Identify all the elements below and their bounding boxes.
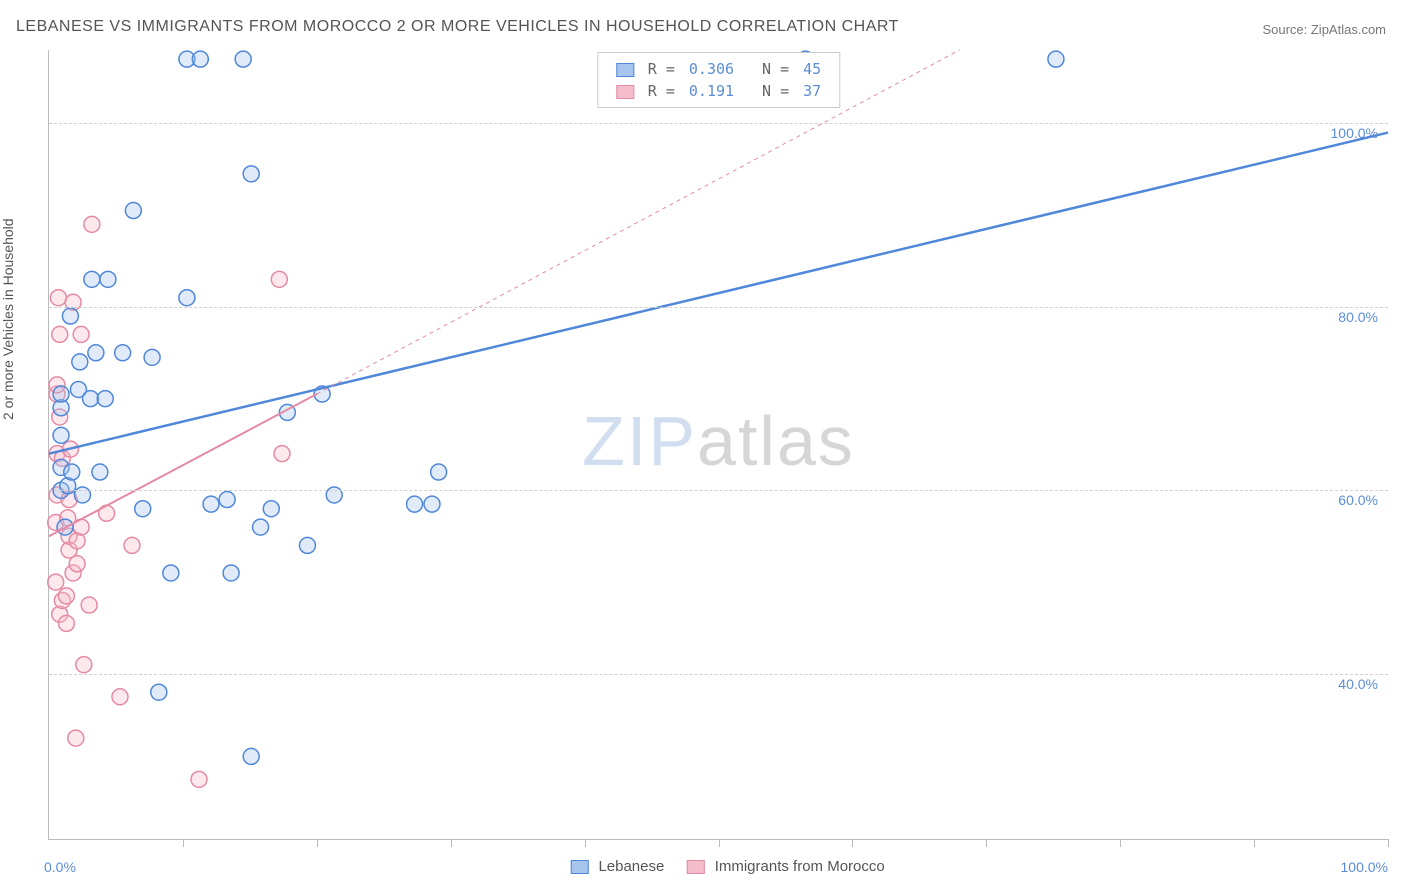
data-point: [219, 492, 235, 508]
swatch-lebanese: [616, 63, 634, 77]
gridline: [49, 123, 1388, 124]
x-tick-label-max: 100.0%: [1341, 859, 1388, 875]
x-tick: [1120, 839, 1121, 847]
data-point: [179, 290, 195, 306]
data-point: [76, 657, 92, 673]
data-point: [73, 326, 89, 342]
x-tick: [1388, 839, 1389, 847]
x-tick: [1254, 839, 1255, 847]
data-point: [72, 354, 88, 370]
data-point: [84, 216, 100, 232]
x-tick: [986, 839, 987, 847]
data-point: [191, 771, 207, 787]
legend-row-morocco: R = 0.191 N = 37: [610, 81, 827, 101]
data-point: [83, 391, 99, 407]
data-point: [424, 496, 440, 512]
y-tick-label: 80.0%: [1338, 309, 1378, 325]
data-point: [92, 464, 108, 480]
data-point: [144, 349, 160, 365]
data-point: [253, 519, 269, 535]
data-point: [88, 345, 104, 361]
x-tick: [852, 839, 853, 847]
y-tick-label: 40.0%: [1338, 676, 1378, 692]
data-point: [52, 326, 68, 342]
data-point: [74, 487, 90, 503]
data-point: [48, 574, 64, 590]
swatch-morocco: [687, 860, 705, 874]
y-tick-label: 100.0%: [1331, 125, 1378, 141]
x-tick: [317, 839, 318, 847]
gridline: [49, 674, 1388, 675]
data-point: [69, 556, 85, 572]
chart-title: LEBANESE VS IMMIGRANTS FROM MOROCCO 2 OR…: [16, 18, 899, 36]
legend-label-morocco: Immigrants from Morocco: [715, 858, 885, 875]
y-tick-label: 60.0%: [1338, 492, 1378, 508]
n-label: N =: [756, 59, 795, 79]
data-point: [1048, 51, 1064, 67]
x-tick: [451, 839, 452, 847]
r-value-morocco: 0.191: [683, 81, 740, 101]
data-point: [58, 588, 74, 604]
data-point: [326, 487, 342, 503]
correlation-legend: R = 0.306 N = 45 R = 0.191 N = 37: [597, 52, 840, 108]
x-tick: [585, 839, 586, 847]
gridline: [49, 307, 1388, 308]
data-point: [53, 427, 69, 443]
gridline: [49, 490, 1388, 491]
source-label: Source: ZipAtlas.com: [1262, 22, 1386, 37]
n-label: N =: [756, 81, 795, 101]
data-point: [431, 464, 447, 480]
data-point: [68, 730, 84, 746]
data-point: [407, 496, 423, 512]
data-point: [58, 615, 74, 631]
data-point: [115, 345, 131, 361]
data-point: [100, 271, 116, 287]
data-point: [81, 597, 97, 613]
data-point: [125, 203, 141, 219]
swatch-morocco: [616, 85, 634, 99]
swatch-lebanese: [570, 860, 588, 874]
data-point: [263, 501, 279, 517]
legend-row-lebanese: R = 0.306 N = 45: [610, 59, 827, 79]
data-point: [97, 391, 113, 407]
n-value-morocco: 37: [797, 81, 827, 101]
plot-area: ZIPatlas R = 0.306 N = 45 R = 0.191 N = …: [48, 50, 1388, 840]
data-point: [124, 537, 140, 553]
data-point: [151, 684, 167, 700]
r-label: R =: [642, 59, 681, 79]
y-axis-label: 2 or more Vehicles in Household: [0, 218, 16, 420]
n-value-lebanese: 45: [797, 59, 827, 79]
data-point: [243, 748, 259, 764]
data-point: [235, 51, 251, 67]
x-tick-label-min: 0.0%: [44, 859, 76, 875]
data-point: [271, 271, 287, 287]
data-point: [53, 386, 69, 402]
chart-svg: [49, 50, 1388, 839]
data-point: [192, 51, 208, 67]
data-point: [223, 565, 239, 581]
data-point: [64, 464, 80, 480]
data-point: [50, 290, 66, 306]
data-point: [274, 446, 290, 462]
x-tick: [183, 839, 184, 847]
data-point: [163, 565, 179, 581]
x-tick: [719, 839, 720, 847]
data-point: [135, 501, 151, 517]
series-legend: Lebanese Immigrants from Morocco: [552, 858, 884, 875]
data-point: [203, 496, 219, 512]
data-point: [299, 537, 315, 553]
r-label: R =: [642, 81, 681, 101]
legend-label-lebanese: Lebanese: [598, 858, 664, 875]
r-value-lebanese: 0.306: [683, 59, 740, 79]
data-point: [84, 271, 100, 287]
data-point: [62, 308, 78, 324]
data-point: [112, 689, 128, 705]
data-point: [243, 166, 259, 182]
